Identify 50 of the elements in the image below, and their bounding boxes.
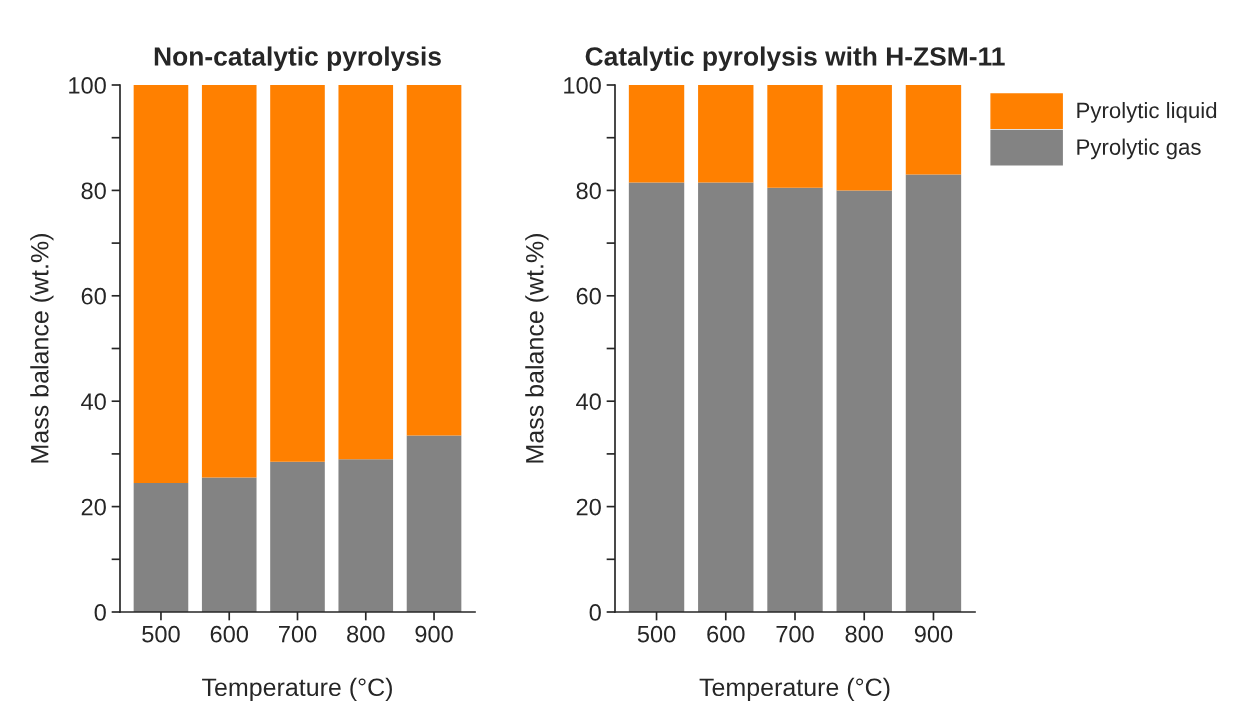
y-tick-label: 60 [576,287,601,305]
bar [338,85,394,460]
bar [406,85,462,436]
y-axis-title: Mass balance (wt.%) [30,234,54,463]
bar [201,85,257,478]
x-tick-label: 700 [776,625,814,643]
x-axis-title: Temperature (°C) [699,677,890,702]
x-tick-label: 600 [210,625,249,643]
chart-title: Non-catalytic pyrolysis [154,46,441,72]
legend-label: Pyrolytic gas [1077,138,1201,160]
x-tick-label: 500 [637,625,676,643]
bar [270,85,325,462]
bar [406,435,462,612]
x-tick-label: 600 [707,625,745,643]
y-tick-label: 80 [576,182,601,200]
bar [628,85,685,183]
chart-title: Catalytic pyrolysis with H-ZSM-11 [585,46,1005,72]
y-tick-label: 20 [81,498,106,516]
legend-label: Pyrolytic liquid [1077,102,1217,123]
bar [338,459,394,612]
bar [836,190,892,612]
x-tick-label: 900 [415,625,453,643]
bar [628,182,685,612]
bar [767,85,823,188]
y-tick-label: 40 [576,393,601,410]
y-tick-label: 60 [81,287,106,305]
y-tick-label: 40 [81,393,106,410]
bar [905,85,962,175]
x-axis-title: Temperature (°C) [202,677,392,702]
x-tick-label: 800 [347,625,385,643]
y-axis-title: Mass balance (wt.%) [525,234,549,463]
bar [201,477,257,612]
y-tick-label: 0 [589,604,601,621]
x-tick-label: 500 [142,625,180,643]
x-tick-label: 700 [279,625,317,643]
bar [698,182,754,612]
y-tick-label: 100 [564,77,601,94]
y-tick-label: 0 [94,604,106,621]
y-tick-label: 80 [81,182,106,200]
bar [836,85,892,191]
bar [133,482,189,612]
bar [767,187,823,612]
x-tick-label: 900 [914,625,953,643]
y-tick-label: 100 [69,77,106,94]
bar [133,85,189,483]
y-tick-label: 20 [576,498,601,516]
bar [270,461,325,612]
bar [905,174,962,612]
x-tick-label: 800 [845,625,884,643]
bar [698,85,754,183]
